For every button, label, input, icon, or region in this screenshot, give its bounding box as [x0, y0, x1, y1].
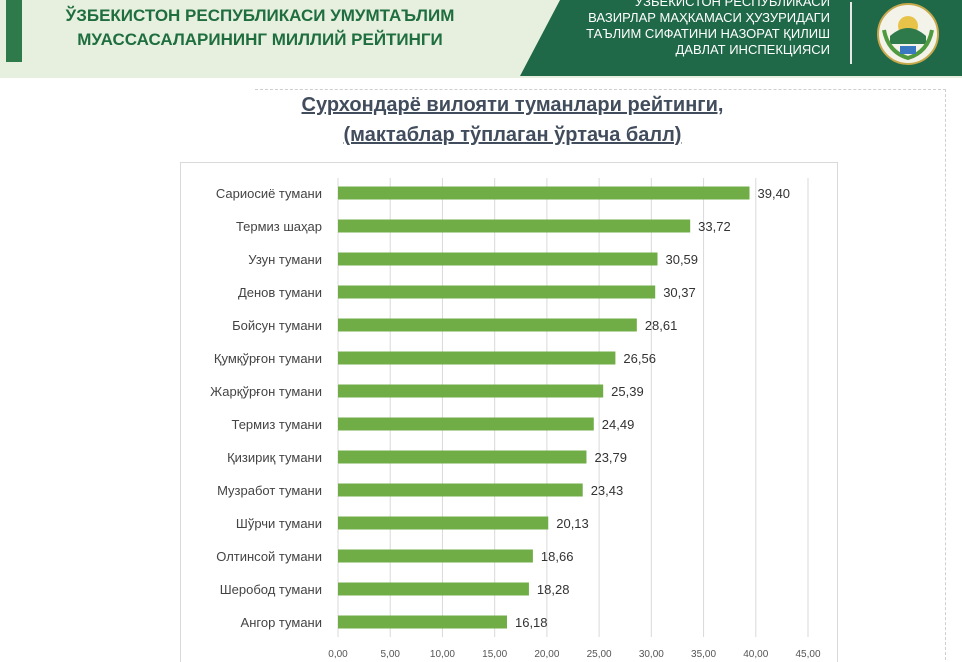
data-label: 24,49	[602, 417, 635, 432]
bar	[338, 351, 616, 365]
category-label: Ангор тумани	[241, 615, 322, 630]
data-label: 16,18	[515, 615, 548, 630]
bar	[338, 582, 529, 596]
x-tick-label: 20,00	[534, 649, 559, 660]
bar	[338, 450, 587, 464]
header-left-title-line2: МУАССАСАЛАРИНИНГ МИЛЛИЙ РЕЙТИНГИ	[77, 30, 443, 49]
bar	[338, 483, 583, 497]
data-label: 23,43	[591, 483, 624, 498]
bar	[338, 219, 691, 233]
data-label: 30,59	[665, 252, 698, 267]
slide-content-border	[255, 89, 946, 660]
bar	[338, 417, 594, 431]
header-right-line4: ДАВЛАТ ИНСПЕКЦИЯСИ	[675, 42, 830, 57]
data-label: 20,13	[556, 516, 589, 531]
data-label: 33,72	[698, 219, 731, 234]
data-label: 26,56	[623, 351, 656, 366]
category-label: Шўрчи тумани	[236, 516, 322, 531]
chart-title-line2: (мактаблар тўплаган ўртача балл)	[343, 124, 682, 146]
category-label: Узун тумани	[248, 252, 322, 267]
bar	[338, 516, 549, 530]
header-right-line1: ЎЗБЕКИСТОН РЕСПУБЛИКАСИ	[634, 0, 830, 9]
header-left-title: ЎЗБЕКИСТОН РЕСПУБЛИКАСИ УМУМТАЪЛИМ МУАСС…	[40, 4, 480, 52]
x-tick-label: 0,00	[328, 649, 348, 660]
category-label: Термиз шаҳар	[236, 219, 322, 234]
bar	[338, 615, 507, 629]
header-separator	[850, 2, 852, 64]
category-label: Бойсун тумани	[232, 318, 322, 333]
bar	[338, 318, 637, 332]
x-tick-label: 35,00	[691, 649, 716, 660]
category-label: Сариосиё тумани	[216, 186, 322, 201]
chart-title: Сурхондарё вилояти туманлари рейтинги, (…	[200, 90, 825, 150]
x-tick-label: 30,00	[639, 649, 664, 660]
data-label: 23,79	[594, 450, 627, 465]
bar	[338, 186, 750, 200]
x-tick-label: 10,00	[430, 649, 455, 660]
bar	[338, 549, 533, 563]
data-label: 39,40	[758, 186, 791, 201]
data-label: 18,28	[537, 582, 570, 597]
category-label: Денов тумани	[238, 285, 322, 300]
data-label: 30,37	[663, 285, 696, 300]
header-right-text: ЎЗБЕКИСТОН РЕСПУБЛИКАСИ ВАЗИРЛАР МАҲКАМА…	[520, 0, 830, 58]
state-emblem-icon	[877, 3, 939, 65]
category-label: Термиз тумани	[231, 417, 322, 432]
header-right-line3: ТАЪЛИМ СИФАТИНИ НАЗОРАТ ҚИЛИШ	[586, 26, 830, 41]
category-label: Қизириқ тумани	[227, 450, 322, 465]
header-accent-bar	[6, 0, 22, 62]
x-tick-label: 45,00	[795, 649, 820, 660]
chart-frame	[180, 162, 838, 662]
x-tick-label: 5,00	[380, 649, 400, 660]
chart-title-line1: Сурхондарё вилояти туманлари рейтинги,	[301, 94, 724, 116]
bar	[338, 252, 658, 266]
bar	[338, 285, 656, 299]
category-label: Музработ тумани	[217, 483, 322, 498]
data-label: 18,66	[541, 549, 574, 564]
x-tick-label: 25,00	[587, 649, 612, 660]
x-tick-label: 15,00	[482, 649, 507, 660]
category-label: Олтинсой тумани	[216, 549, 322, 564]
category-label: Жарқўрғон тумани	[210, 384, 322, 399]
header-right-line2: ВАЗИРЛАР МАҲКАМАСИ ҲУЗУРИДАГИ	[588, 10, 830, 25]
data-label: 28,61	[645, 318, 678, 333]
category-label: Қумқўрғон тумани	[214, 351, 322, 366]
data-label: 25,39	[611, 384, 644, 399]
x-tick-label: 40,00	[743, 649, 768, 660]
bar	[338, 384, 604, 398]
header-left-title-line1: ЎЗБЕКИСТОН РЕСПУБЛИКАСИ УМУМТАЪЛИМ	[65, 6, 455, 25]
category-label: Шеробод тумани	[220, 582, 322, 597]
